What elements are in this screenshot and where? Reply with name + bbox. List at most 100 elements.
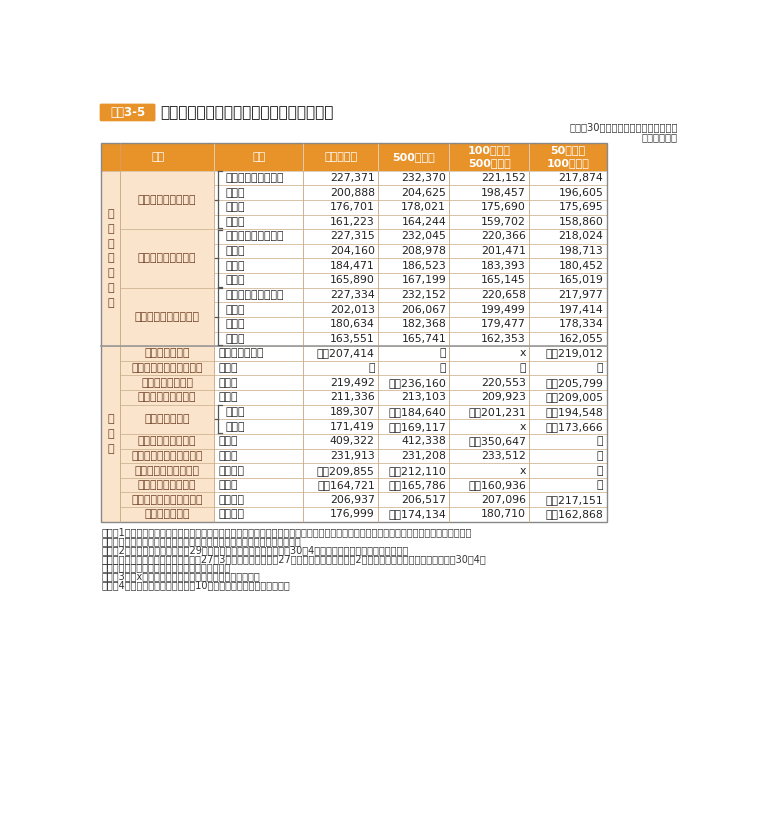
Bar [120,463,214,478]
Bar [101,143,214,171]
Text: 大学卒: 大学卒 [225,304,245,314]
Text: 159,702: 159,702 [481,217,526,227]
Text: 50人以上
100人未満: 50人以上 100人未満 [546,145,589,168]
Bar [303,171,378,186]
Bar [214,317,303,332]
Text: 新卒事務員・技術者計: 新卒事務員・技術者計 [135,312,200,322]
Text: 176,999: 176,999 [330,509,375,520]
Text: 高校卒: 高校卒 [225,276,245,285]
Bar [214,449,303,463]
Bar [303,405,378,419]
Text: 165,019: 165,019 [559,276,603,285]
Bar [529,229,606,243]
Bar [214,419,303,434]
Bar [303,346,378,361]
Bar [120,361,214,375]
Text: 220,658: 220,658 [481,290,526,300]
Bar [449,405,529,419]
Text: 221,152: 221,152 [481,173,526,183]
Bar [378,449,449,463]
Text: 197,414: 197,414 [559,304,603,314]
Bar [449,419,529,434]
Text: 206,067: 206,067 [401,304,446,314]
Text: 409,322: 409,322 [330,436,375,446]
Bar [449,302,529,317]
Bar [120,507,214,521]
Bar [529,449,606,463]
Text: 182,368: 182,368 [401,319,446,329]
Text: 短大卒: 短大卒 [225,202,245,212]
Text: 180,710: 180,710 [481,509,526,520]
Text: 199,499: 199,499 [481,304,526,314]
Bar [378,493,449,507]
Text: 202,013: 202,013 [330,304,375,314]
Bar [214,200,303,215]
Text: 準新卒診療放射線技師: 準新卒診療放射線技師 [135,465,200,475]
Bar [120,171,214,229]
Text: 227,315: 227,315 [330,232,375,242]
Bar [449,143,529,171]
Text: 232,370: 232,370 [401,173,446,183]
Text: 企業規模計: 企業規模計 [324,152,357,162]
Bar [303,493,378,507]
Bar [214,258,303,273]
Text: 100人以上
500人未満: 100人以上 500人未満 [467,145,511,168]
Bar [303,229,378,243]
Bar [449,317,529,332]
Text: －: － [369,363,375,373]
Bar [529,273,606,288]
Text: までの間に採用された者に限っている。: までの間に採用された者に限っている。 [102,563,231,573]
Bar [529,434,606,449]
Text: ＊　209,005: ＊ 209,005 [545,393,603,403]
Text: 事
務
・
技
術
関
係: 事 務 ・ 技 術 関 係 [107,209,114,308]
Text: 3　「x」は、調査事業所が１事業所の場合である。: 3 「x」は、調査事業所が１事業所の場合である。 [102,572,261,582]
Bar [529,332,606,346]
Bar [378,361,449,375]
Text: x: x [520,422,526,431]
Bar [449,186,529,200]
Bar [120,449,214,463]
Text: ＊　160,936: ＊ 160,936 [468,480,526,490]
Bar [303,332,378,346]
Text: 217,977: 217,977 [559,290,603,300]
Bar [529,243,606,258]
Bar [378,273,449,288]
Text: 180,452: 180,452 [559,261,603,271]
Bar [378,346,449,361]
Bar [378,214,449,229]
Text: 準　新　卒　医　師: 準 新 卒 医 師 [138,436,196,446]
Text: 204,160: 204,160 [330,246,375,256]
Bar [214,302,303,317]
Bar [449,229,529,243]
Text: なお、医師については、平成27年3月大学卒業後、平成27年度中に免許を取得し、2年間の臨床研修を修了した後、平成30年4月: なお、医師については、平成27年3月大学卒業後、平成27年度中に免許を取得し、2… [102,554,486,563]
Bar [303,214,378,229]
Text: 短大卒: 短大卒 [225,261,245,271]
Bar [214,288,303,302]
Text: 183,393: 183,393 [481,261,526,271]
Text: 163,551: 163,551 [330,334,375,344]
Text: 220,553: 220,553 [481,378,526,388]
Bar [378,419,449,434]
Bar [529,463,606,478]
Text: 大学院修士課程修了: 大学院修士課程修了 [225,290,283,300]
Bar [378,405,449,419]
Bar [449,493,529,507]
Text: 175,695: 175,695 [559,202,603,212]
Bar [214,493,303,507]
Bar [214,507,303,521]
Bar [449,332,529,346]
Text: 176,701: 176,701 [330,202,375,212]
Bar [120,346,214,361]
Bar [214,214,303,229]
Text: 164,244: 164,244 [401,217,446,227]
Bar [101,171,120,346]
Text: ＊　162,868: ＊ 162,868 [546,509,603,520]
Bar [449,375,529,390]
Text: 新　卒　大　学　助　教: 新 卒 大 学 助 教 [131,363,203,373]
Text: 大学卒: 大学卒 [225,246,245,256]
Text: 198,457: 198,457 [481,187,526,197]
Bar [214,375,303,390]
Bar [449,390,529,405]
Text: 213,103: 213,103 [401,393,446,403]
Text: 162,055: 162,055 [559,334,603,344]
